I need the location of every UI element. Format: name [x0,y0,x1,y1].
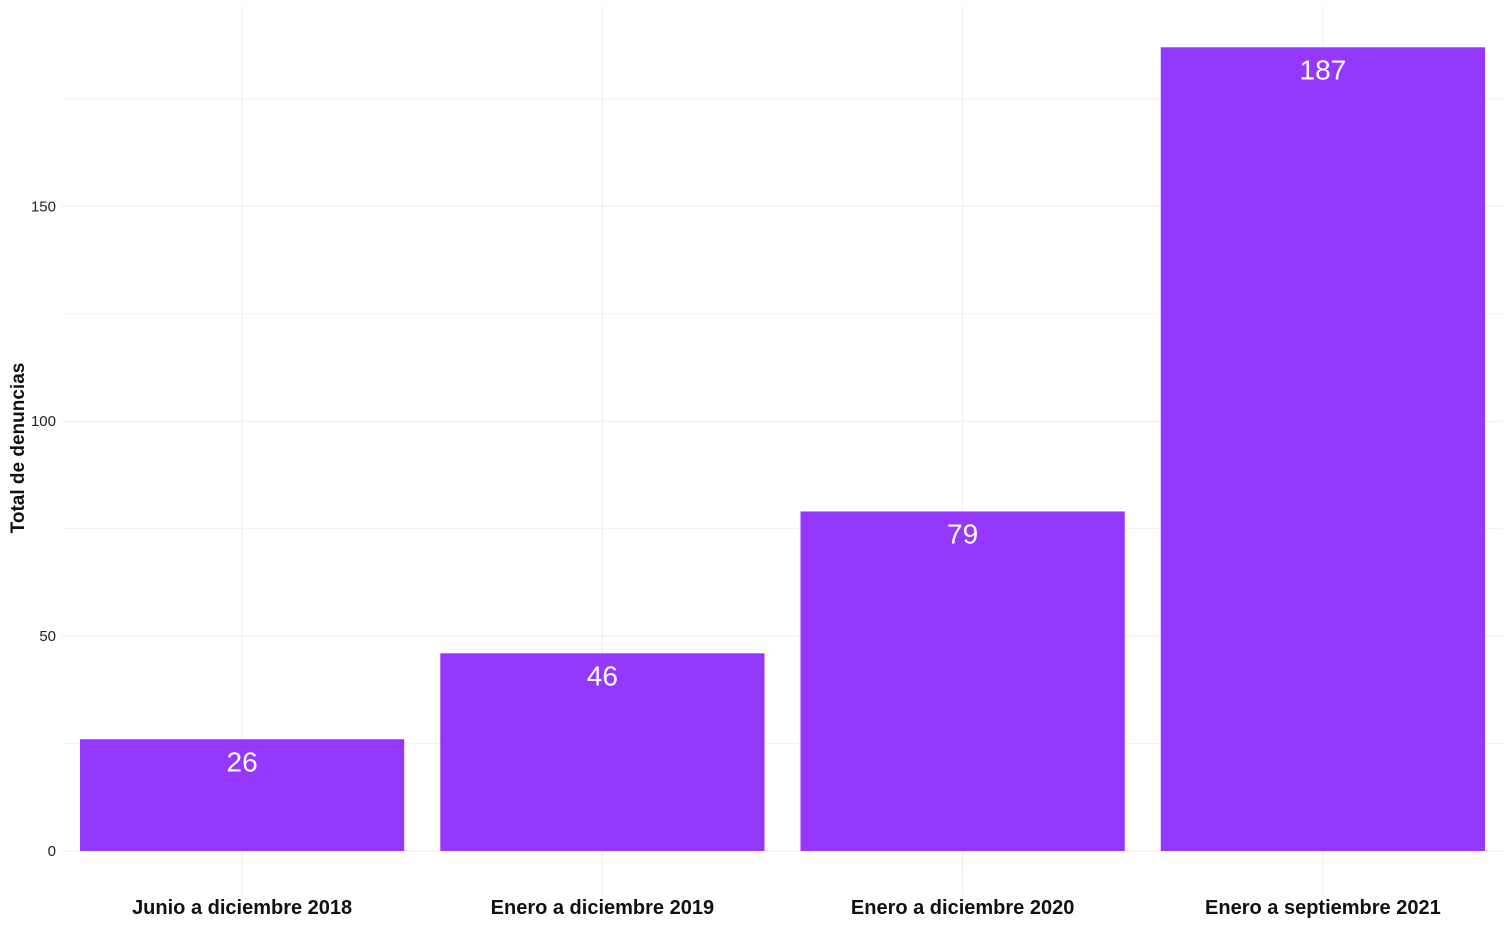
y-tick-label: 50 [39,628,56,645]
x-axis-ticks: Junio a diciembre 2018 Enero a diciembre … [132,897,1441,919]
bar-value-label: 46 [587,660,618,691]
bar [80,739,405,851]
bar-value-label: 187 [1300,54,1347,85]
x-tick-label: Enero a diciembre 2020 [851,897,1074,919]
data-labels: 26 46 79 187 [227,54,1347,777]
x-tick-label: Junio a diciembre 2018 [132,897,352,919]
bar [1160,47,1485,852]
bars [80,47,1485,852]
y-tick-label: 150 [31,198,56,215]
bar [440,653,765,851]
y-axis-title: Total de denuncias [8,363,29,534]
y-tick-label: 100 [31,413,56,430]
y-axis-ticks: 0 50 100 150 [31,198,56,860]
y-tick-label: 0 [48,843,56,860]
bar-value-label: 26 [227,746,258,777]
bar [800,511,1125,851]
x-tick-label: Enero a septiembre 2021 [1205,897,1441,919]
x-tick-label: Enero a diciembre 2019 [491,897,714,919]
bar-value-label: 79 [947,518,978,549]
